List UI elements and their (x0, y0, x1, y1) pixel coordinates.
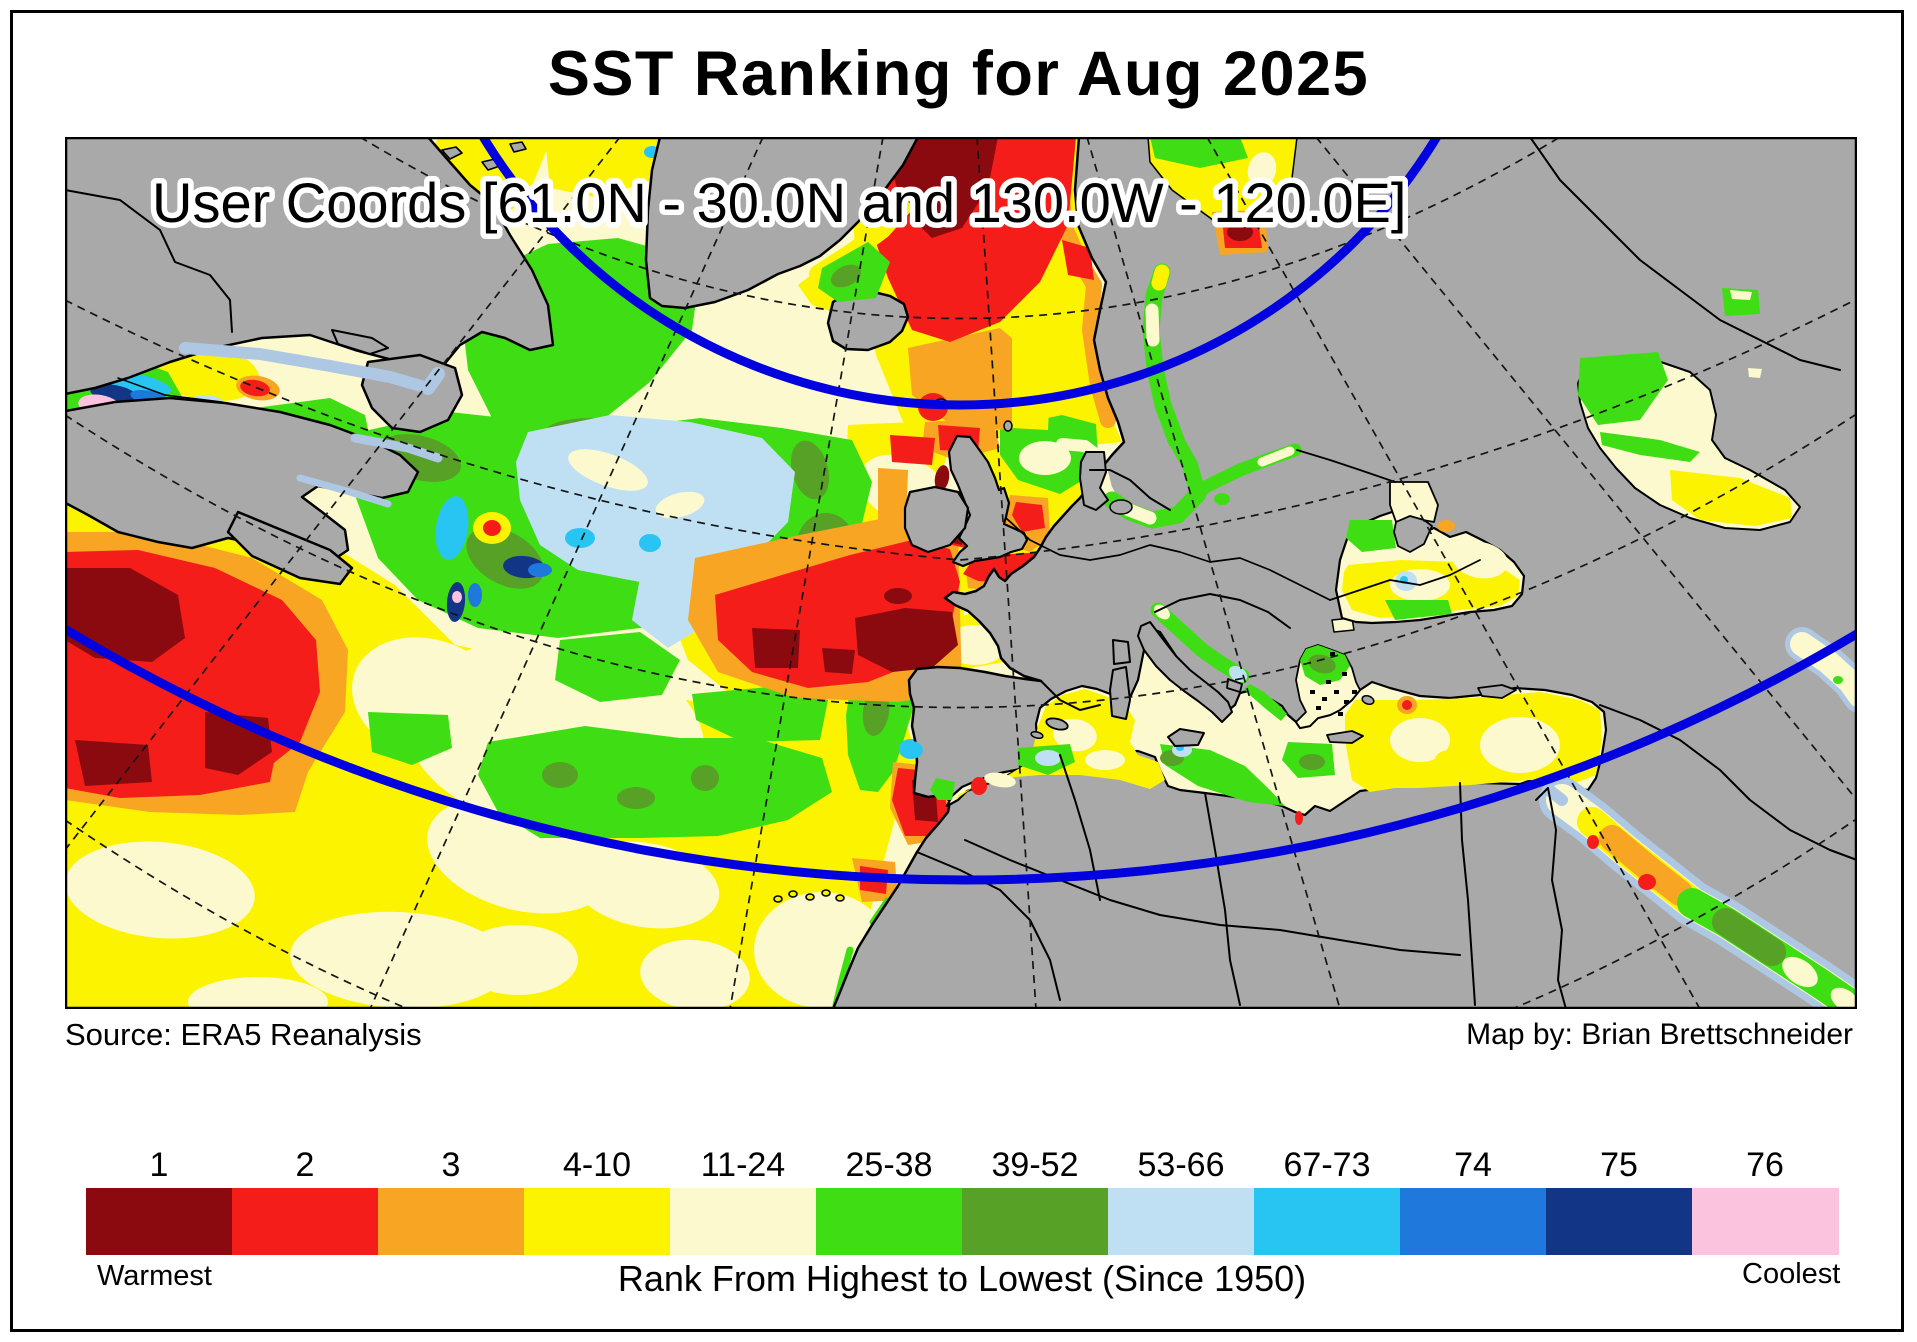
svg-text:User Coords [61.0N - 30.0N and: User Coords [61.0N - 30.0N and 130.0W - … (152, 171, 1406, 234)
